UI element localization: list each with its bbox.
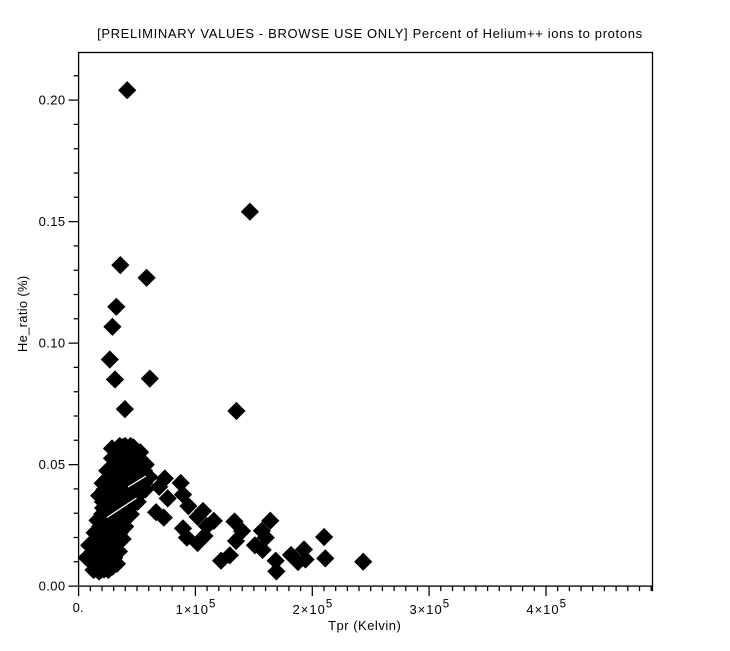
svg-text:0.00: 0.00 xyxy=(39,579,66,594)
svg-text:2×105: 2×105 xyxy=(293,599,333,618)
svg-text:3×105: 3×105 xyxy=(409,599,449,618)
svg-text:Tpr (Kelvin): Tpr (Kelvin) xyxy=(328,618,401,633)
svg-text:0.05: 0.05 xyxy=(39,457,66,472)
svg-text:0.15: 0.15 xyxy=(39,214,66,229)
svg-text:0.20: 0.20 xyxy=(39,93,66,108)
svg-text:1×105: 1×105 xyxy=(176,599,216,618)
svg-text:He_ratio (%): He_ratio (%) xyxy=(15,276,30,353)
svg-text:4×105: 4×105 xyxy=(526,599,566,618)
svg-text:0.10: 0.10 xyxy=(39,336,66,351)
svg-text:0.: 0. xyxy=(73,600,84,615)
svg-text:[PRELIMINARY VALUES - BROWSE U: [PRELIMINARY VALUES - BROWSE USE ONLY] P… xyxy=(97,26,643,41)
